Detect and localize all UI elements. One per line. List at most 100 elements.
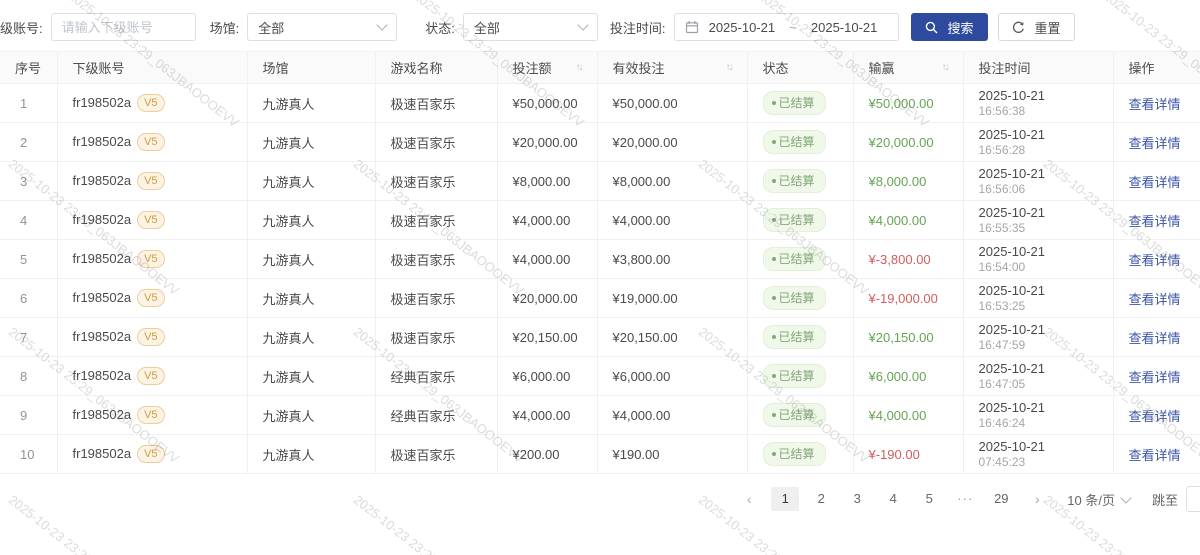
column-header-label: 下级账号: [72, 61, 125, 76]
view-details-link[interactable]: 查看详情: [1128, 447, 1181, 463]
status-dot-icon: [771, 296, 776, 300]
page-number-4[interactable]: 4: [889, 491, 897, 506]
cell-venue: 九游真人: [247, 317, 376, 357]
filter-bar: 级账号: 场馆: 全部 状态: 全部 投注时间: 2025-10-21 ~ 20…: [0, 0, 1200, 43]
row-index: 3: [20, 173, 28, 189]
cell-action: 查看详情: [1113, 395, 1200, 435]
column-header-win-loss[interactable]: 输赢 ↑↓: [853, 51, 964, 84]
bet-date: 2025-10-21: [978, 243, 1046, 259]
cell-bet-time: 2025-10-21 16:54:00: [963, 239, 1114, 279]
view-details-link[interactable]: 查看详情: [1128, 135, 1181, 151]
column-header-label: 状态: [762, 61, 789, 76]
cell-index: 10: [0, 434, 58, 474]
calendar-icon: [685, 20, 699, 34]
view-details-link[interactable]: 查看详情: [1128, 330, 1181, 346]
next-page-icon[interactable]: ›: [1034, 491, 1040, 507]
table-row: 7 fr198502a V5 九游真人 极速百家乐 ¥20,150.00 ¥20,150.0…: [0, 317, 1200, 357]
cell-index: 3: [0, 161, 58, 201]
column-header-valid-bet[interactable]: 有效投注 ↑↓: [597, 51, 748, 84]
prev-page-icon[interactable]: ‹: [746, 491, 752, 507]
sort-icon[interactable]: ↑↓: [725, 62, 734, 73]
win-loss-amount: ¥6,000.00: [868, 368, 927, 384]
vip-level-badge: V5: [137, 133, 165, 151]
cell-win-loss: ¥20,150.00: [853, 317, 964, 357]
cell-action: 查看详情: [1113, 83, 1200, 123]
view-details-link[interactable]: 查看详情: [1128, 213, 1181, 229]
view-details-link[interactable]: 查看详情: [1128, 408, 1181, 424]
view-details-link[interactable]: 查看详情: [1128, 369, 1181, 385]
status-dot-icon: [771, 218, 776, 222]
page-list: 1 2 3 4 5 ··· 29: [767, 487, 1019, 511]
valid-bet-amount: ¥6,000.00: [612, 368, 671, 384]
win-loss-amount: ¥20,000.00: [868, 134, 934, 150]
cell-status: 已结算: [747, 278, 854, 318]
page-number-3[interactable]: 3: [853, 491, 861, 506]
win-loss-amount: ¥-190.00: [868, 446, 920, 462]
bet-date: 2025-10-21: [978, 399, 1046, 415]
bet-date: 2025-10-21: [978, 126, 1046, 142]
cell-bet-time: 2025-10-21 16:53:25: [963, 278, 1114, 318]
cell-action: 查看详情: [1113, 239, 1200, 279]
status-dot-icon: [771, 452, 776, 456]
view-details-link[interactable]: 查看详情: [1128, 96, 1181, 112]
page-size-select[interactable]: 10 条/页: [1067, 490, 1132, 509]
status-dot-icon: [771, 140, 776, 144]
reset-button-label: 重置: [1034, 20, 1061, 36]
cell-bet-time: 2025-10-21 16:56:38: [963, 83, 1114, 123]
account-name: fr198502a: [72, 329, 132, 344]
cell-venue: 九游真人: [247, 83, 376, 123]
status-dot-icon: [771, 179, 776, 183]
bet-date: 2025-10-21: [978, 438, 1046, 454]
page-number-5[interactable]: 5: [925, 491, 933, 506]
row-index: 9: [20, 407, 28, 423]
bet-date: 2025-10-21: [978, 87, 1046, 103]
cell-win-loss: ¥-190.00: [853, 434, 964, 474]
reset-button[interactable]: 重置: [997, 13, 1075, 41]
cell-win-loss: ¥-3,800.00: [853, 239, 964, 279]
jump-to-page-input[interactable]: [1186, 486, 1200, 512]
sort-icon[interactable]: ↑↓: [941, 62, 950, 73]
status-select[interactable]: 全部: [462, 13, 598, 41]
cell-bet-time: 2025-10-21 16:46:24: [963, 395, 1114, 435]
cell-status: 已结算: [747, 239, 854, 279]
view-details-link[interactable]: 查看详情: [1128, 252, 1181, 268]
page-number-29[interactable]: 29: [994, 491, 1009, 506]
venue-name: 九游真人: [262, 252, 315, 268]
sort-icon[interactable]: ↑↓: [575, 62, 584, 73]
page-size-value: 10 条/页: [1067, 492, 1115, 508]
win-loss-amount: ¥-19,000.00: [868, 290, 938, 306]
view-details-link[interactable]: 查看详情: [1128, 174, 1181, 190]
page-number-1[interactable]: 1: [771, 487, 800, 511]
account-input[interactable]: [50, 13, 196, 41]
win-loss-amount: ¥20,150.00: [868, 329, 934, 345]
date-range-picker[interactable]: 2025-10-21 ~ 2025-10-21: [673, 13, 899, 41]
column-header-label: 游戏名称: [390, 61, 443, 76]
jump-to-label: 跳至: [1151, 492, 1178, 508]
refresh-icon: [1012, 21, 1030, 34]
cell-valid-bet: ¥4,000.00: [597, 200, 748, 240]
cell-bet-amount: ¥20,150.00: [497, 317, 598, 357]
cell-venue: 九游真人: [247, 434, 376, 474]
row-index: 10: [20, 446, 35, 462]
cell-game: 经典百家乐: [375, 356, 498, 396]
cell-win-loss: ¥4,000.00: [853, 200, 964, 240]
table-row: 9 fr198502a V5 九游真人 经典百家乐 ¥4,000.00 ¥4,000.00 已…: [0, 395, 1200, 435]
chevron-down-icon: [1120, 492, 1132, 504]
cell-valid-bet: ¥19,000.00: [597, 278, 748, 318]
account-name: fr198502a: [72, 290, 132, 305]
search-button[interactable]: 搜索: [910, 13, 988, 41]
column-header-action: 操作: [1113, 51, 1200, 84]
cell-venue: 九游真人: [247, 278, 376, 318]
column-header-bet[interactable]: 投注额 ↑↓: [497, 51, 598, 84]
venue-select[interactable]: 全部: [247, 13, 398, 41]
view-details-link[interactable]: 查看详情: [1128, 291, 1181, 307]
cell-game: 极速百家乐: [375, 161, 498, 201]
cell-index: 1: [0, 83, 58, 123]
cell-win-loss: ¥4,000.00: [853, 395, 964, 435]
valid-bet-amount: ¥50,000.00: [612, 95, 678, 111]
cell-account: fr198502a V5: [57, 317, 248, 357]
page-number-2[interactable]: 2: [817, 491, 825, 506]
account-name: fr198502a: [72, 134, 132, 149]
vip-level-badge: V5: [137, 172, 165, 190]
column-header-label: 投注时间: [978, 61, 1031, 76]
